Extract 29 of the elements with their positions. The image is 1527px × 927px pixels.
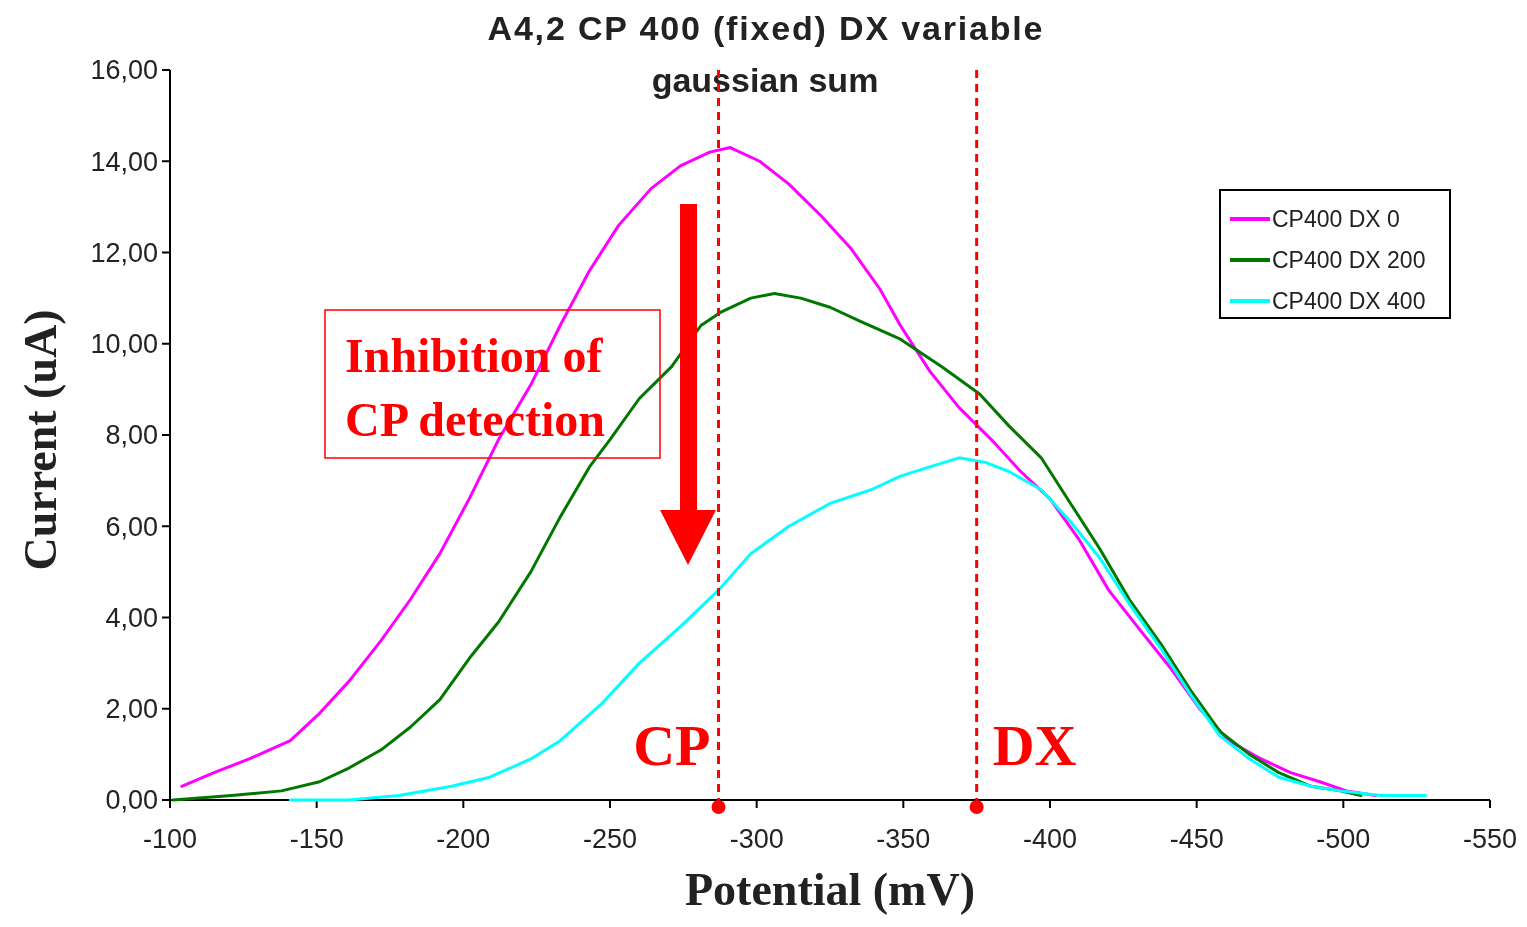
y-tick-label: 4,00 <box>105 602 158 633</box>
y-tick-label: 10,00 <box>90 329 158 360</box>
x-tick-label: -550 <box>1462 824 1518 854</box>
y-tick-label: 0,00 <box>105 785 158 816</box>
y-tick-label: 14,00 <box>90 146 158 177</box>
chart-subtitle: gaussian sum <box>651 61 879 99</box>
legend-label: CP400 DX 200 <box>1272 247 1426 274</box>
y-tick-label: 12,00 <box>90 237 158 268</box>
x-tick-label: -500 <box>1316 824 1371 854</box>
x-tick-label: -150 <box>289 824 344 854</box>
ref-line-label: DX <box>992 713 1077 778</box>
y-tick-label: 8,00 <box>105 420 158 451</box>
x-tick-label: -100 <box>142 824 198 854</box>
ref-line-label: CP <box>633 713 711 778</box>
legend-label: CP400 DX 400 <box>1272 288 1426 315</box>
y-tick-label: 6,00 <box>105 511 158 542</box>
x-axis-title: Potential (mV) <box>685 864 975 915</box>
y-tick-label: 16,00 <box>90 55 158 86</box>
x-tick-label: -450 <box>1169 824 1224 854</box>
x-tick-label: -250 <box>582 824 638 854</box>
x-tick-label: -350 <box>876 824 931 854</box>
y-axis-title: Current (uA) <box>15 309 66 571</box>
x-tick-label: -400 <box>1022 824 1078 854</box>
x-tick-label: -300 <box>729 824 784 854</box>
line-series <box>288 456 1427 802</box>
y-tick-label: 2,00 <box>105 694 158 725</box>
legend-label: CP400 DX 0 <box>1272 206 1400 233</box>
chart-title: A4,2 CP 400 (fixed) DX variable <box>487 9 1043 47</box>
x-tick-label: -200 <box>436 824 491 854</box>
